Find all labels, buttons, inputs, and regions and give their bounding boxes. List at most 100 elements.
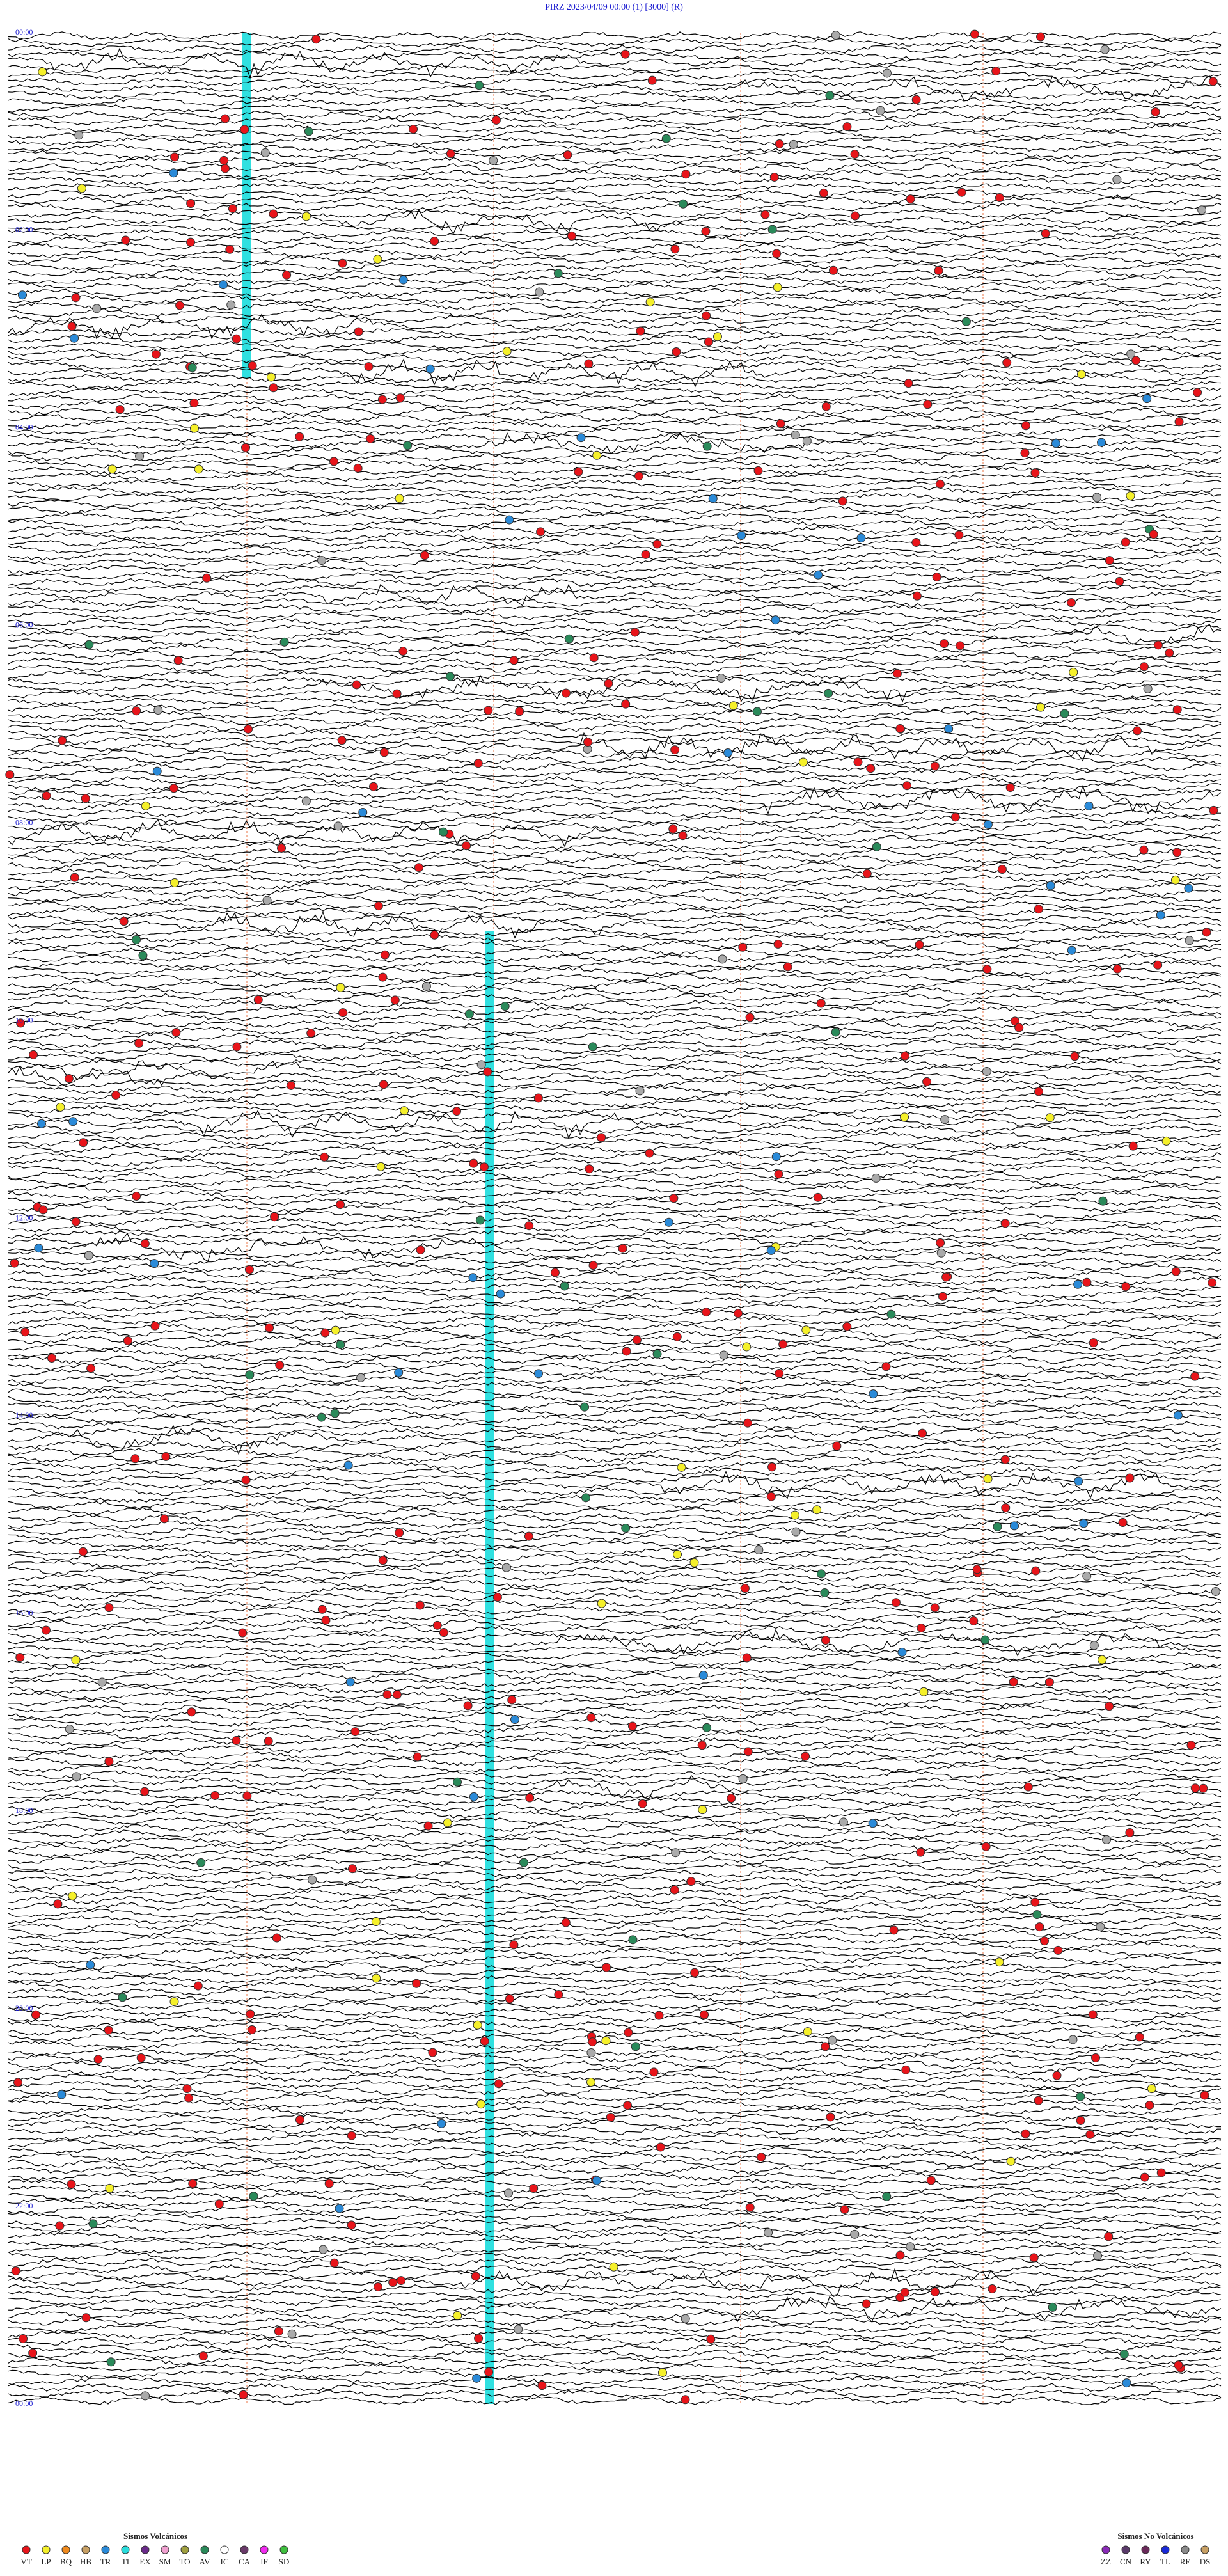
event-dot: [673, 1549, 682, 1559]
trace: [8, 1487, 1222, 1496]
trace: [8, 637, 1222, 647]
trace: [8, 358, 1222, 388]
trace: [8, 1829, 1222, 1839]
event-dot: [170, 878, 180, 888]
event-dot: [412, 1979, 421, 1988]
trace: [8, 953, 1222, 963]
event-dot: [269, 209, 278, 219]
event-dot: [476, 2099, 486, 2109]
trace: [8, 38, 1222, 47]
trace: [8, 1032, 1222, 1042]
event-dot: [882, 68, 892, 78]
event-dot: [802, 436, 812, 446]
event-dot: [820, 1588, 830, 1597]
event-dot: [38, 1205, 48, 1215]
event-dot: [394, 1368, 404, 1377]
trace: [8, 2165, 1222, 2175]
trace: [8, 2014, 1222, 2023]
trace: [8, 597, 1222, 607]
trace: [8, 1177, 1222, 1187]
trace: [8, 1889, 1222, 1898]
event-dot: [1076, 2115, 1085, 2125]
event-dot: [243, 724, 253, 734]
event-dot: [269, 383, 278, 393]
trace: [8, 1428, 1222, 1437]
event-dot: [930, 761, 940, 771]
trace: [8, 360, 1222, 370]
trace: [8, 2159, 1222, 2168]
event-dot: [347, 2220, 356, 2230]
trace: [8, 97, 1222, 107]
event-dot: [826, 2112, 835, 2122]
event-dot: [70, 873, 79, 882]
trace: [8, 1500, 1222, 1510]
event-dot: [1139, 845, 1149, 855]
event-dot: [395, 393, 405, 403]
event-dot: [901, 2065, 911, 2074]
event-dot: [28, 2348, 38, 2358]
event-dot: [690, 1968, 700, 1977]
event-dot: [604, 679, 613, 688]
trace: [8, 1131, 1222, 1141]
trace: [8, 1790, 1222, 1799]
trace: [8, 2093, 1222, 2103]
trace: [8, 736, 1222, 745]
event-dot: [850, 149, 860, 159]
legend-label: EX: [139, 2557, 151, 2566]
event-dot: [702, 311, 711, 320]
trace: [8, 1395, 1222, 1404]
event-dot: [138, 951, 148, 960]
event-dot: [918, 1428, 927, 1438]
trace: [8, 907, 1222, 917]
trace: [8, 2185, 1222, 2195]
event-dot: [5, 770, 15, 780]
time-label: 06:00: [15, 620, 33, 629]
event-dot: [1211, 1586, 1220, 1596]
event-dot: [742, 1653, 752, 1663]
event-dot: [136, 2053, 146, 2062]
trace: [8, 1138, 1222, 1148]
event-dot: [350, 1727, 360, 1737]
trace: [8, 1803, 1222, 1813]
event-dot: [891, 1598, 901, 1608]
event-dot: [1036, 702, 1046, 712]
trace: [8, 2317, 1222, 2327]
event-dot: [471, 2272, 480, 2281]
trace: [8, 1144, 1222, 1154]
event-dot: [1121, 1282, 1131, 1292]
event-dot: [226, 300, 236, 310]
event-dot: [1125, 1473, 1135, 1483]
event-dot: [398, 647, 408, 656]
event-dot: [821, 402, 831, 411]
event-dot: [97, 1677, 107, 1687]
trace: [8, 2139, 1222, 2149]
event-dot: [656, 2142, 665, 2152]
trace: [8, 1776, 1222, 1786]
event-dot: [1092, 493, 1102, 502]
event-dot: [574, 467, 583, 477]
event-dot: [423, 1821, 433, 1831]
trace: [8, 1471, 1222, 1499]
event-dot: [484, 706, 493, 715]
event-dot: [186, 237, 196, 247]
event-dot: [354, 327, 363, 336]
trace: [8, 617, 1222, 627]
event-dot: [509, 656, 519, 665]
event-dot: [320, 1328, 330, 1338]
event-dot: [219, 155, 229, 165]
event-dot: [1156, 910, 1165, 920]
trace: [8, 2152, 1222, 2161]
event-dot: [1142, 394, 1152, 404]
event-dot: [277, 843, 287, 853]
trace: [8, 1151, 1222, 1160]
event-dot: [1098, 1655, 1107, 1664]
trace: [8, 2066, 1222, 2076]
trace: [8, 1750, 1222, 1760]
trace: [8, 433, 1222, 443]
event-dot: [304, 127, 313, 136]
event-dot: [553, 269, 563, 278]
trace: [8, 2179, 1222, 2188]
event-dot: [672, 347, 681, 356]
event-dot: [193, 1981, 203, 1991]
event-dot: [1098, 1196, 1108, 1206]
